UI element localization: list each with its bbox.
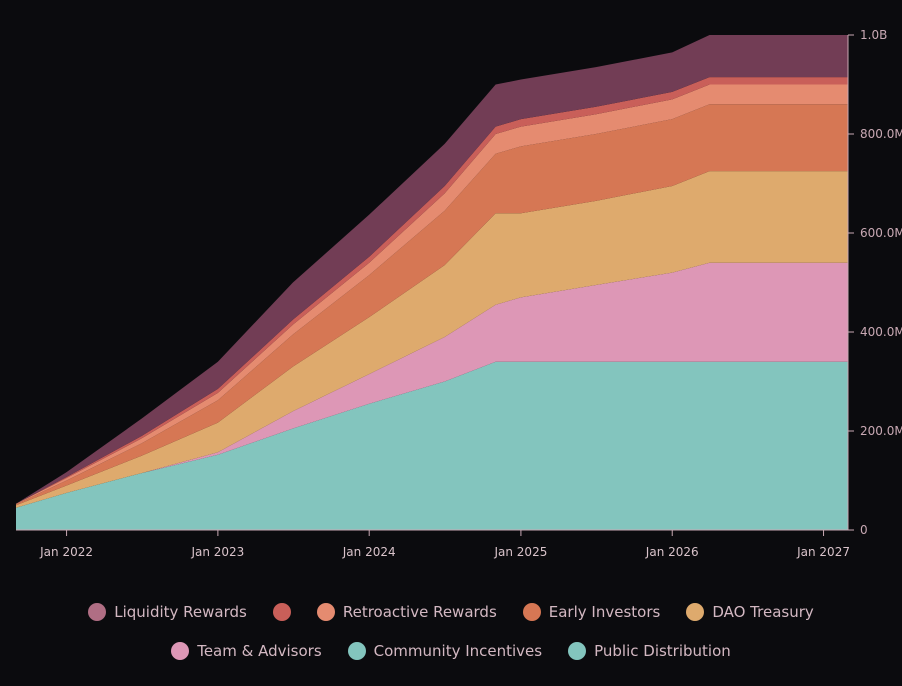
x-tick-label: Jan 2022 xyxy=(39,545,93,559)
legend-row-2: Team & Advisors Community Incentives Pub… xyxy=(171,642,731,660)
chart-areas xyxy=(16,35,848,530)
legend-swatch-early-investors xyxy=(522,603,541,621)
legend-label: Team & Advisors xyxy=(197,642,322,660)
legend-swatch-unlabeled xyxy=(272,603,291,621)
area-dao-treasury xyxy=(16,171,848,508)
x-tick-label: Jan 2026 xyxy=(645,545,699,559)
legend-label: Liquidity Rewards xyxy=(114,603,247,621)
area-retroactive-rewards xyxy=(16,84,848,505)
y-tick-label: 1.0B xyxy=(860,28,887,42)
legend-item-liquidity-rewards[interactable]: Liquidity Rewards xyxy=(88,603,247,621)
chart-axes: 0 200.0M 400.0M 600.0M 800.0M 1.0B Jan 2022 Jan… xyxy=(16,28,902,559)
legend-label: Retroactive Rewards xyxy=(342,603,497,621)
legend-item-community-incentives[interactable]: Community Incentives xyxy=(347,642,543,660)
legend-item-early-investors[interactable]: Early Investors xyxy=(522,603,661,621)
area-public-distribution xyxy=(16,361,848,530)
chart-legend: Liquidity Rewards Retroactive Rewards Ea… xyxy=(0,603,902,660)
x-tick-label: Jan 2024 xyxy=(342,545,396,559)
y-tick-label: 200.0M xyxy=(860,424,902,438)
legend-item-public-distribution[interactable]: Public Distribution xyxy=(568,642,731,660)
legend-row-1: Liquidity Rewards Retroactive Rewards Ea… xyxy=(88,603,814,621)
legend-swatch-team-advisors xyxy=(171,642,190,660)
legend-swatch-retroactive-rewards xyxy=(316,603,335,621)
legend-item-unlabeled[interactable] xyxy=(272,603,291,621)
legend-label: Early Investors xyxy=(548,603,661,621)
legend-label: Community Incentives xyxy=(373,642,543,660)
y-tick-label: 0 xyxy=(860,523,868,537)
legend-item-team-advisors[interactable]: Team & Advisors xyxy=(171,642,322,660)
x-tick-label: Jan 2023 xyxy=(190,545,244,559)
area-early-investors xyxy=(16,104,848,506)
y-tick-label: 400.0M xyxy=(860,325,902,339)
legend-item-retroactive-rewards[interactable]: Retroactive Rewards xyxy=(316,603,497,621)
area-team-advisors xyxy=(16,262,848,508)
area-liquidity-rewards xyxy=(16,35,848,504)
legend-swatch-liquidity-rewards xyxy=(88,603,107,621)
legend-swatch-dao-treasury xyxy=(686,603,705,621)
stacked-area-chart: 0 200.0M 400.0M 600.0M 800.0M 1.0B Jan 2022 Jan… xyxy=(16,28,902,559)
legend-item-dao-treasury[interactable]: DAO Treasury xyxy=(686,603,814,621)
legend-swatch-community-incentives xyxy=(347,642,366,660)
x-tick-label: Jan 2025 xyxy=(493,545,547,559)
legend-label: DAO Treasury xyxy=(712,603,814,621)
legend-swatch-public-distribution xyxy=(568,642,587,660)
y-tick-label: 800.0M xyxy=(860,127,902,141)
x-tick-label: Jan 2027 xyxy=(796,545,850,559)
y-tick-label: 600.0M xyxy=(860,226,902,240)
legend-label: Public Distribution xyxy=(594,642,731,660)
